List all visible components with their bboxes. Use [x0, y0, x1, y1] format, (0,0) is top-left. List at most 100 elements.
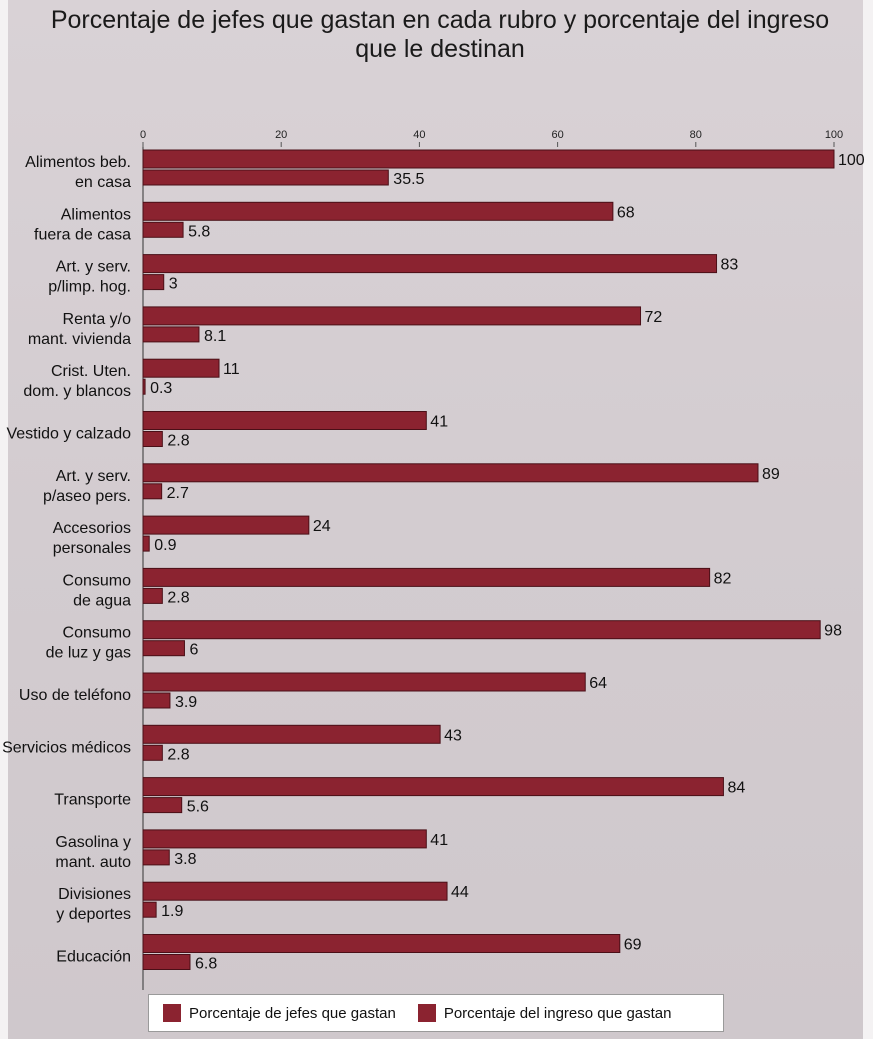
data-label-ingreso-gastan: 5.8 [188, 223, 210, 240]
bar-ingreso-gastan [142, 274, 165, 291]
data-label-ingreso-gastan: 3.9 [175, 694, 197, 711]
x-tick-label-80: 80 [690, 129, 702, 141]
data-label-jefes-gastan: 72 [645, 309, 663, 326]
category-label: Consumo de luz y gas [46, 625, 131, 662]
x-tick-label-20: 20 [275, 129, 287, 141]
category-label-line: de agua [73, 592, 131, 609]
category-label: Art. y serv. p/aseo pers. [43, 468, 131, 505]
data-label-jefes-gastan: 11 [223, 361, 240, 378]
category-label-line: fuera de casa [34, 226, 131, 243]
category-label-line: Divisiones [58, 886, 131, 903]
data-label-jefes-gastan: 84 [727, 780, 745, 797]
category-label-line: Consumo [63, 625, 132, 642]
data-label-jefes-gastan: 64 [589, 675, 607, 692]
legend-item-jefes: Porcentaje de jefes que gastan [163, 1004, 396, 1022]
bar-jefes-gastan [142, 411, 427, 430]
category-label-line: p/limp. hog. [48, 279, 131, 296]
bar-jefes-gastan [142, 515, 310, 535]
category-label-line: p/aseo pers. [43, 488, 131, 505]
bar-jefes-gastan [142, 201, 614, 221]
category-label: Educación [56, 949, 131, 966]
category-label: Divisiones y deportes [56, 886, 131, 923]
category-label-line: Art. y serv. [56, 468, 131, 485]
bar-ingreso-gastan [142, 901, 157, 918]
bar-jefes-gastan [142, 254, 718, 274]
legend-label-ingreso: Porcentaje del ingreso que gastan [443, 1004, 672, 1022]
page-edge-right [863, 0, 873, 1039]
data-label-jefes-gastan: 83 [721, 257, 739, 274]
category-label-line: Art. y serv. [56, 259, 131, 276]
data-label-jefes-gastan: 69 [624, 937, 642, 954]
category-label: Renta y/o mant. vivienda [28, 311, 131, 348]
bar-ingreso-gastan [142, 587, 163, 604]
bar-ingreso-gastan [142, 849, 170, 866]
bar-jefes-gastan [142, 777, 724, 797]
bar-jefes-gastan [142, 934, 621, 953]
data-label-jefes-gastan: 44 [451, 884, 469, 901]
x-tick-label-100: 100 [825, 129, 843, 141]
category-label-line: mant. vivienda [28, 331, 131, 348]
category-label-line: Alimentos [61, 206, 131, 223]
data-label-jefes-gastan: 41 [430, 414, 448, 431]
category-label: Accesorios personales [53, 520, 131, 557]
category-label-line: de luz y gas [46, 645, 131, 662]
data-label-ingreso-gastan: 6.8 [195, 956, 217, 973]
x-tick-label-0: 0 [140, 129, 146, 141]
category-label: Servicios médicos [2, 739, 131, 756]
chart-title: Porcentaje de jefes que gastan en cada r… [30, 6, 850, 64]
data-label-ingreso-gastan: 0.3 [150, 380, 172, 397]
page-edge-left [0, 0, 8, 1039]
data-label-ingreso-gastan: 35.5 [393, 171, 424, 188]
bar-jefes-gastan [142, 620, 821, 640]
bar-ingreso-gastan [142, 221, 184, 238]
bar-jefes-gastan [142, 567, 711, 587]
category-label-line: mant. auto [55, 854, 131, 871]
chart-title-line-1: Porcentaje de jefes que gastan en cada r… [50, 6, 830, 34]
category-label: Uso de teléfono [19, 687, 131, 704]
category-label-line: Crist. Uten. [51, 363, 131, 380]
bar-ingreso-gastan [142, 692, 171, 709]
category-label-line: Accesorios [53, 520, 131, 537]
data-label-ingreso-gastan: 2.7 [167, 485, 189, 502]
data-label-jefes-gastan: 24 [313, 518, 331, 535]
data-label-ingreso-gastan: 3.8 [174, 851, 196, 868]
bar-jefes-gastan [142, 672, 586, 692]
bar-ingreso-gastan [142, 326, 200, 343]
data-label-ingreso-gastan: 8.1 [204, 328, 226, 345]
category-label: Vestido y calzado [6, 426, 131, 443]
bar-ingreso-gastan [142, 797, 183, 814]
bar-jefes-gastan [142, 306, 642, 326]
chart-title-line-2: que le destinan [355, 35, 525, 63]
data-label-ingreso-gastan: 2.8 [167, 746, 189, 763]
data-label-ingreso-gastan: 2.8 [167, 433, 189, 450]
bar-ingreso-gastan [142, 169, 389, 186]
bar-jefes-gastan [142, 724, 441, 744]
bar-jefes-gastan [142, 149, 835, 169]
category-label: Transporte [54, 792, 131, 809]
data-label-jefes-gastan: 89 [762, 466, 780, 483]
category-label-line: Consumo [63, 572, 132, 589]
category-label: Alimentos beb. en casa [25, 154, 131, 191]
legend: Porcentaje de jefes que gastan Porcentaj… [148, 994, 724, 1032]
category-label: Crist. Uten. dom. y blancos [23, 363, 131, 400]
bar-ingreso-gastan [142, 378, 146, 395]
bar-jefes-gastan [142, 881, 448, 901]
category-label-line: Alimentos beb. [25, 154, 131, 171]
data-label-ingreso-gastan: 0.9 [154, 537, 176, 554]
data-label-ingreso-gastan: 6 [189, 642, 198, 659]
category-label-line: Gasolina y [55, 834, 131, 851]
bar-ingreso-gastan [142, 640, 185, 657]
data-label-ingreso-gastan: 2.8 [167, 589, 189, 606]
category-label-line: en casa [75, 174, 131, 191]
category-label-line: Renta y/o [63, 311, 132, 328]
category-label: Gasolina y mant. auto [55, 834, 131, 871]
data-label-jefes-gastan: 68 [617, 204, 635, 221]
data-label-ingreso-gastan: 1.9 [161, 903, 183, 920]
data-label-jefes-gastan: 43 [444, 727, 462, 744]
data-label-jefes-gastan: 100 [838, 152, 865, 169]
bar-ingreso-gastan [142, 483, 163, 500]
legend-swatch-ingreso [417, 1004, 436, 1022]
legend-swatch-jefes [163, 1004, 181, 1022]
